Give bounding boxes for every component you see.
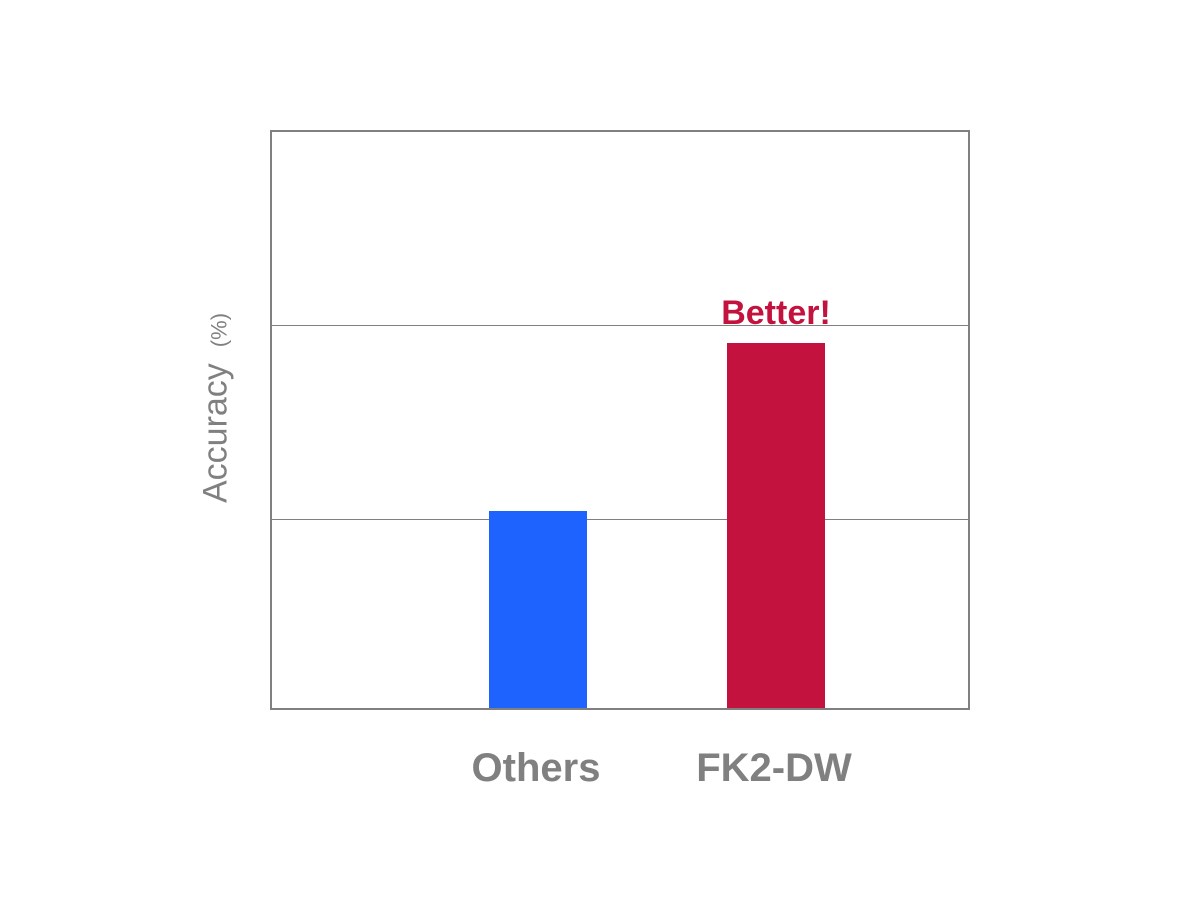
annotation-better: Better! <box>721 294 831 333</box>
plot-area: Better! <box>270 130 970 710</box>
bar-others <box>489 511 587 708</box>
y-axis-label-text: Accuracy <box>197 364 236 504</box>
gridline <box>272 519 968 520</box>
bar-fk2-dw <box>727 343 825 708</box>
x-label: Others <box>472 746 601 791</box>
gridline <box>272 325 968 326</box>
y-axis-unit: (%) <box>207 313 233 347</box>
y-axis-label: Accuracy (%) <box>197 313 236 503</box>
x-label: FK2-DW <box>696 746 852 791</box>
